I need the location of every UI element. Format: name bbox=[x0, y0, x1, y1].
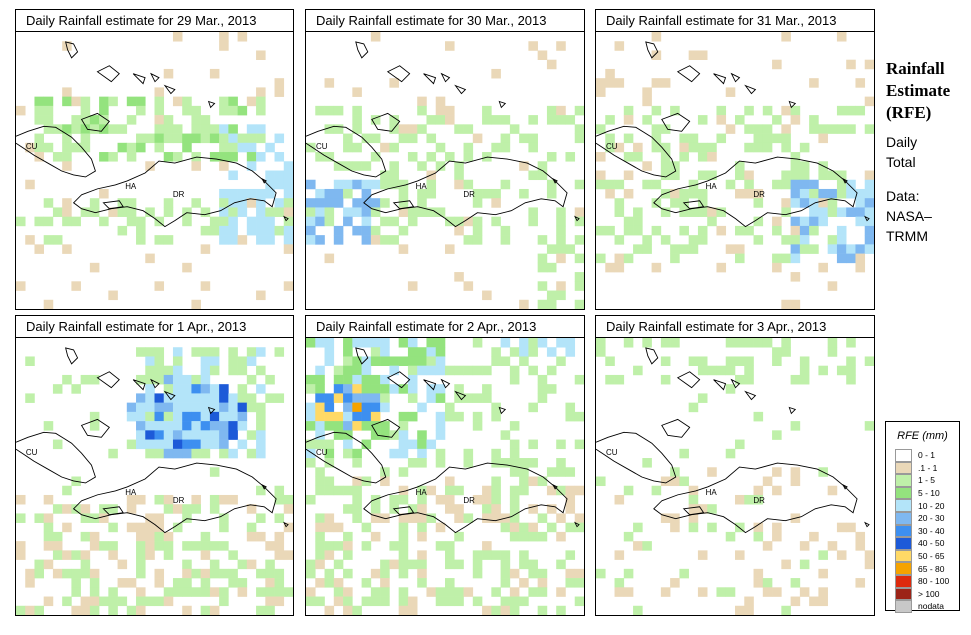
country-label-haiti: HA bbox=[416, 182, 428, 191]
legend-item: 5 - 10 bbox=[895, 486, 949, 500]
legend-item: > 100 bbox=[895, 587, 949, 601]
country-label-dominican_republic: DR bbox=[753, 496, 765, 505]
country-label-cuba: CU bbox=[606, 142, 618, 151]
country-label-haiti: HA bbox=[706, 182, 718, 191]
country-label-haiti: HA bbox=[706, 488, 718, 497]
rainfall-grid bbox=[16, 347, 293, 615]
legend-item: 80 - 100 bbox=[895, 574, 950, 588]
country-label-haiti: HA bbox=[125, 182, 137, 191]
rainfall-map: CU HA DR bbox=[305, 31, 585, 310]
legend-item: nodata bbox=[895, 600, 949, 613]
legend-item: 65 - 80 bbox=[895, 562, 949, 575]
legend-swatch bbox=[895, 537, 912, 550]
coastline bbox=[306, 41, 580, 228]
country-label-cuba: CU bbox=[316, 448, 328, 457]
coastline bbox=[16, 347, 289, 534]
rainfall-grid bbox=[306, 338, 584, 615]
rainfall-map: CU HA DR bbox=[595, 31, 875, 310]
country-label-cuba: CU bbox=[26, 142, 38, 151]
panel-title: Daily Rainfall estimate for 31 Mar., 201… bbox=[595, 9, 875, 32]
rainfall-grid bbox=[16, 32, 293, 309]
legend-label: 30 - 40 bbox=[918, 525, 945, 536]
product-title: Rainfall Estimate (RFE) bbox=[886, 59, 951, 122]
rainfall-map: CU HA DR bbox=[15, 337, 294, 616]
map-panel-30-mar: Daily Rainfall estimate for 30 Mar., 201… bbox=[305, 9, 585, 310]
legend-swatch bbox=[895, 562, 912, 575]
panel-title: Daily Rainfall estimate for 3 Apr., 2013 bbox=[595, 315, 875, 338]
legend-label: nodata bbox=[918, 601, 944, 612]
country-label-dominican_republic: DR bbox=[463, 496, 475, 505]
legend-item: 1 - 5 bbox=[895, 474, 949, 487]
legend-swatch bbox=[895, 474, 912, 487]
rfe-legend: RFE (mm) 0 - 1.1 - 1 1 - 5 5 - 10 10 - 20 20… bbox=[885, 421, 960, 613]
data-source: Data: NASA– TRMM bbox=[886, 188, 932, 244]
country-label-haiti: HA bbox=[416, 488, 428, 497]
country-label-dominican_republic: DR bbox=[173, 190, 185, 199]
map-panel-1-apr: Daily Rainfall estimate for 1 Apr., 2013… bbox=[15, 315, 294, 616]
map-panel-31-mar: Daily Rainfall estimate for 31 Mar., 201… bbox=[595, 9, 875, 310]
panel-title: Daily Rainfall estimate for 30 Mar., 201… bbox=[305, 9, 585, 32]
legend-swatch bbox=[895, 587, 912, 601]
legend-label: 65 - 80 bbox=[918, 563, 945, 574]
coastline bbox=[16, 41, 289, 228]
legend-swatch bbox=[895, 486, 912, 500]
map-panel-2-apr: Daily Rainfall estimate for 2 Apr., 2013… bbox=[305, 315, 585, 616]
map-panel-3-apr: Daily Rainfall estimate for 3 Apr., 2013… bbox=[595, 315, 875, 616]
legend-label: 40 - 50 bbox=[918, 538, 945, 549]
period-label: Daily Total bbox=[886, 134, 918, 170]
legend-label: 80 - 100 bbox=[918, 576, 950, 587]
legend-item: 40 - 50 bbox=[895, 537, 949, 550]
legend-swatch bbox=[895, 461, 912, 475]
coastline bbox=[596, 41, 870, 228]
coastline bbox=[306, 347, 580, 534]
rainfall-map: CU HA DR bbox=[595, 337, 875, 616]
legend-label: 0 - 1 bbox=[918, 450, 936, 461]
legend-label: 10 - 20 bbox=[918, 500, 945, 511]
rainfall-grid bbox=[596, 338, 874, 615]
rainfall-map: CU HA DR bbox=[305, 337, 585, 616]
legend-swatch bbox=[895, 524, 912, 538]
legend-label: .1 - 1 bbox=[918, 462, 938, 473]
country-label-dominican_republic: DR bbox=[173, 496, 185, 505]
country-label-dominican_republic: DR bbox=[463, 190, 475, 199]
country-label-cuba: CU bbox=[316, 142, 328, 151]
country-label-haiti: HA bbox=[125, 488, 137, 497]
legend-label: > 100 bbox=[918, 588, 940, 599]
legend-label: 50 - 65 bbox=[918, 551, 945, 562]
legend-swatch bbox=[895, 499, 912, 512]
country-label-cuba: CU bbox=[26, 448, 38, 457]
legend-item: 20 - 30 bbox=[895, 511, 949, 525]
panel-title: Daily Rainfall estimate for 1 Apr., 2013 bbox=[15, 315, 294, 338]
legend-item: 50 - 65 bbox=[895, 549, 949, 563]
rainfall-map: CU HA DR bbox=[15, 31, 294, 310]
legend-item: 30 - 40 bbox=[895, 524, 949, 538]
country-label-dominican_republic: DR bbox=[753, 190, 765, 199]
legend-item: .1 - 1 bbox=[895, 461, 949, 475]
rainfall-grid bbox=[596, 32, 874, 309]
side-info: Rainfall Estimate (RFE) Daily Total Data… bbox=[886, 58, 971, 246]
legend-swatch bbox=[895, 511, 912, 525]
legend-rows: 0 - 1.1 - 1 1 - 5 5 - 10 10 - 20 20 - 30 30 -… bbox=[895, 449, 949, 613]
panel-title: Daily Rainfall estimate for 29 Mar., 201… bbox=[15, 9, 294, 32]
legend-swatch bbox=[895, 549, 912, 563]
map-panel-29-mar: Daily Rainfall estimate for 29 Mar., 201… bbox=[15, 9, 294, 310]
legend-label: 5 - 10 bbox=[918, 488, 940, 499]
legend-swatch bbox=[895, 574, 912, 588]
legend-item: 0 - 1 bbox=[895, 449, 949, 462]
coastline bbox=[596, 347, 870, 534]
country-label-cuba: CU bbox=[606, 448, 618, 457]
legend-item: 10 - 20 bbox=[895, 499, 949, 512]
legend-label: 20 - 30 bbox=[918, 513, 945, 524]
legend-swatch bbox=[895, 449, 912, 462]
panel-title: Daily Rainfall estimate for 2 Apr., 2013 bbox=[305, 315, 585, 338]
legend-label: 1 - 5 bbox=[918, 475, 936, 486]
legend-title: RFE (mm) bbox=[897, 430, 948, 442]
legend-swatch bbox=[895, 600, 912, 613]
